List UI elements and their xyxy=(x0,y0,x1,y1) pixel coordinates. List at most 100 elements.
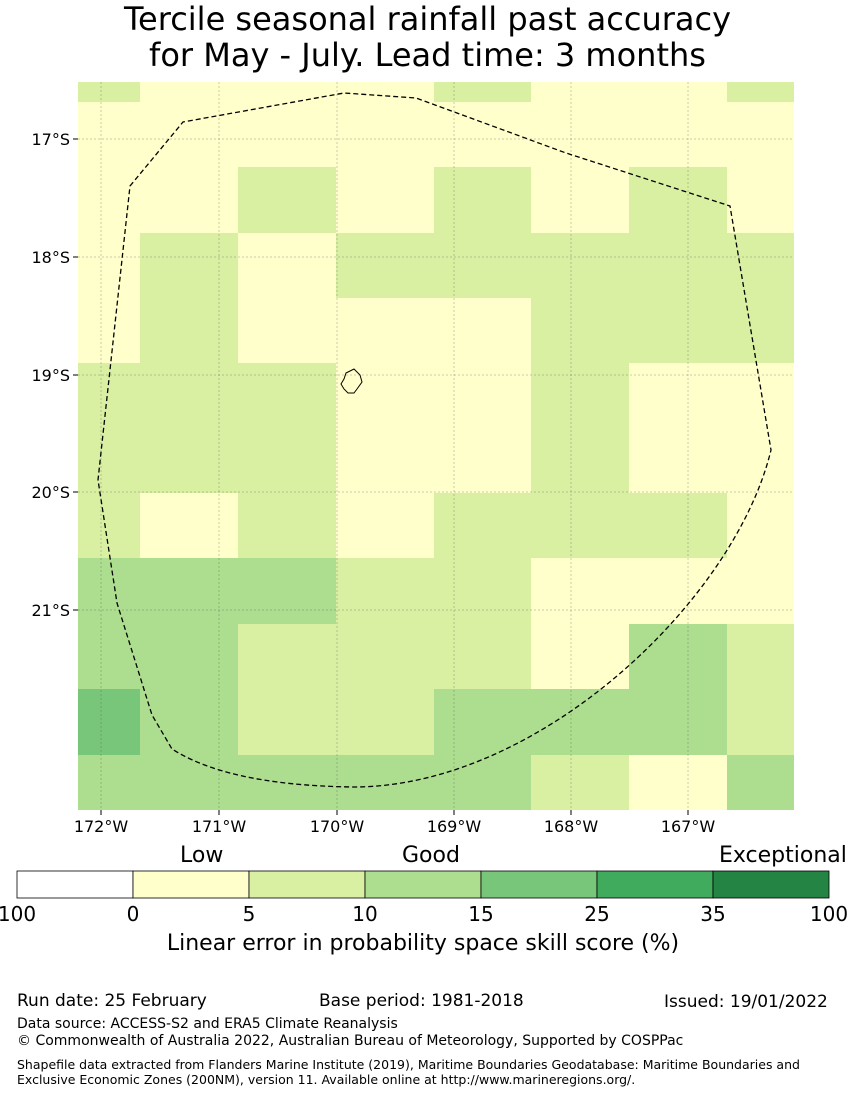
grid-cell xyxy=(629,689,727,755)
shapefile-note: Shapefile data extracted from Flanders M… xyxy=(17,1057,800,1087)
colorbar-tick-label: 15 xyxy=(468,902,494,926)
colorbar-category-low: Low xyxy=(180,843,224,868)
lon-tick-label: 171°W xyxy=(192,817,247,836)
issued-date: Issued: 19/01/2022 xyxy=(664,992,828,1012)
grid-cell xyxy=(238,167,336,233)
grid-cell xyxy=(434,689,531,755)
grid-cell xyxy=(78,428,140,493)
grid-cell xyxy=(531,428,629,493)
grid-cell xyxy=(727,755,794,810)
grid-cell xyxy=(727,624,794,689)
grid-cell xyxy=(727,689,794,755)
grid-cell xyxy=(531,363,629,428)
lat-tick-label: 18°S xyxy=(31,248,70,267)
grid-cell xyxy=(629,82,727,102)
lon-tick-labels: 172°W 171°W 170°W 169°W 168°W 167°W xyxy=(74,817,716,836)
colorbar-tick-label: 100 xyxy=(809,902,849,926)
colorbar-tick-label: 100 xyxy=(0,902,37,926)
colorbar-tick-label: 0 xyxy=(126,902,140,926)
grid-cell xyxy=(140,298,238,363)
grid-cell xyxy=(140,167,238,233)
grid-cell xyxy=(78,102,140,167)
colorbar-tick-label: 25 xyxy=(584,902,610,926)
grid-cell xyxy=(434,493,531,558)
grid-cell xyxy=(78,233,140,298)
lat-tick-labels: 17°S 18°S 19°S 20°S 21°S xyxy=(31,130,70,620)
colorbar-segment xyxy=(364,870,482,899)
grid-cell xyxy=(531,82,629,102)
grid-cell xyxy=(238,558,336,624)
grid-cell xyxy=(531,102,629,167)
grid-cell xyxy=(238,428,336,493)
grid-cell xyxy=(531,298,629,363)
lon-tick-label: 169°W xyxy=(427,817,482,836)
graticule xyxy=(73,82,794,815)
colorbar-tick-label: 10 xyxy=(352,902,378,926)
grid-cell xyxy=(434,428,531,493)
lat-tick-label: 19°S xyxy=(31,366,70,385)
lat-tick-label: 20°S xyxy=(31,483,70,502)
grid-cell xyxy=(238,755,336,810)
base-period: Base period: 1981-2018 xyxy=(319,991,524,1011)
grid-cell xyxy=(434,82,531,102)
grid-cell xyxy=(629,493,727,558)
lat-tick-label: 17°S xyxy=(31,130,70,149)
colorbar-category-exceptional: Exceptional xyxy=(719,843,847,868)
grid-cell xyxy=(140,363,238,428)
grid-cell xyxy=(629,233,727,298)
island-outline xyxy=(340,368,363,394)
map-title-line-1: Tercile seasonal rainfall past accuracy xyxy=(123,0,732,38)
grid-cell xyxy=(336,493,434,558)
grid-cell xyxy=(140,233,238,298)
grid-cell xyxy=(238,624,336,689)
grid-cell xyxy=(140,493,238,558)
grid-cell xyxy=(531,755,629,810)
grid-cell xyxy=(727,363,794,428)
colorbar-segment xyxy=(248,870,366,899)
grid-cell xyxy=(434,363,531,428)
run-date: Run date: 25 February xyxy=(17,991,207,1011)
grid-cell xyxy=(629,624,727,689)
grid-cell xyxy=(727,298,794,363)
colorbar-segment xyxy=(132,870,250,899)
grid-cell xyxy=(238,493,336,558)
grid-cell xyxy=(140,82,238,102)
colorbar-segment xyxy=(16,870,134,899)
grid-cell xyxy=(531,558,629,624)
grid-cell xyxy=(78,298,140,363)
grid-cell xyxy=(727,167,794,233)
grid-cell xyxy=(140,689,238,755)
grid-cell xyxy=(434,624,531,689)
grid-cell xyxy=(78,755,140,810)
grid-cell xyxy=(78,363,140,428)
grid-cell xyxy=(140,755,238,810)
grid-cell xyxy=(336,298,434,363)
grid-cell xyxy=(434,558,531,624)
grid-cell xyxy=(78,624,140,689)
grid-cell xyxy=(238,233,336,298)
grid-cell xyxy=(727,233,794,298)
grid-cell xyxy=(629,298,727,363)
grid-cell xyxy=(434,167,531,233)
grid-cell xyxy=(531,493,629,558)
grid-cell xyxy=(727,558,794,624)
skill-map: 172°W 171°W 170°W 169°W 168°W 167°W 17°S… xyxy=(31,82,794,836)
copyright-notice: © Commonwealth of Australia 2022, Austra… xyxy=(17,1033,684,1049)
colorbar-segment xyxy=(480,870,598,899)
grid-cell xyxy=(629,558,727,624)
lat-tick-label: 21°S xyxy=(31,601,70,620)
grid-cell xyxy=(531,689,629,755)
grid-cell xyxy=(336,624,434,689)
map-title-line-2: for May - July. Lead time: 3 months xyxy=(149,36,706,74)
grid-cell xyxy=(434,233,531,298)
colorbar-tick-label: 35 xyxy=(700,902,726,926)
grid-cell xyxy=(336,428,434,493)
grid-cell xyxy=(238,82,336,102)
grid-cell xyxy=(78,167,140,233)
grid-cell xyxy=(434,298,531,363)
grid-cell xyxy=(140,102,238,167)
grid-cell xyxy=(238,298,336,363)
grid-cell xyxy=(336,363,434,428)
lon-tick-label: 172°W xyxy=(74,817,129,836)
colorbar-segment xyxy=(596,870,714,899)
